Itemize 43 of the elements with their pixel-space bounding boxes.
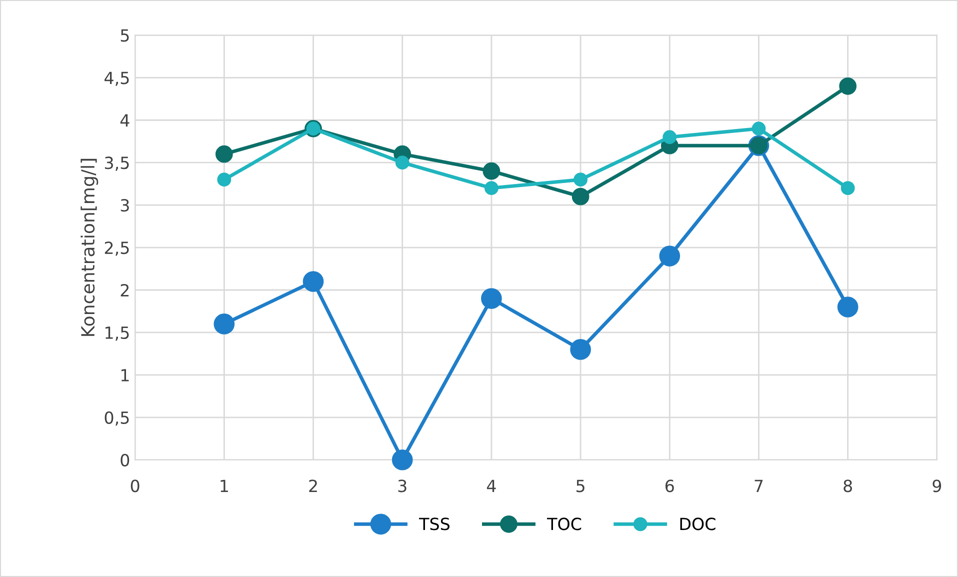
point — [839, 77, 857, 95]
point — [395, 156, 410, 170]
point — [482, 162, 500, 180]
point — [484, 181, 498, 196]
point — [659, 246, 680, 266]
point — [837, 296, 858, 318]
y-tick-label: 4 — [120, 114, 130, 126]
point — [570, 339, 591, 360]
legend-label: TOC — [547, 518, 582, 530]
x-tick-label: 9 — [932, 480, 942, 492]
point — [214, 314, 235, 334]
x-tick-label: 1 — [220, 480, 228, 492]
y-tick-label: 2 — [120, 284, 129, 296]
y-tick-label: 0 — [120, 454, 130, 466]
point — [840, 181, 855, 196]
y-tick-label: 0,5 — [104, 411, 129, 426]
x-tick-label: 2 — [309, 480, 317, 492]
x-tick-label: 3 — [398, 480, 406, 492]
y-tick-label: 3,5 — [104, 156, 129, 171]
x-tick-label: 6 — [666, 480, 674, 492]
y-tick-label: 3 — [120, 199, 129, 212]
x-tick-label: 0 — [130, 480, 140, 492]
legend-label: DOC — [680, 518, 716, 530]
x-tick-label: 8 — [844, 480, 852, 492]
point — [662, 130, 677, 144]
y-axis-title: Koncentration[mg/l] — [80, 158, 98, 336]
x-tick-label: 4 — [486, 480, 496, 492]
point — [572, 188, 590, 206]
legend-label: TSS — [419, 518, 450, 530]
point — [217, 172, 232, 187]
point — [392, 449, 413, 470]
y-tick-label: 4,5 — [104, 72, 129, 86]
x-tick-label: 7 — [754, 480, 763, 492]
y-tick-label: 1,5 — [106, 326, 129, 341]
y-tick-label: 1 — [121, 369, 129, 382]
y-tick-label: 2,5 — [104, 241, 129, 256]
y-tick-label: 5 — [120, 29, 129, 42]
point — [752, 122, 766, 136]
point — [215, 145, 233, 163]
point — [574, 172, 588, 187]
x-tick-label: 5 — [576, 480, 584, 492]
point — [481, 288, 502, 309]
point — [302, 271, 324, 292]
